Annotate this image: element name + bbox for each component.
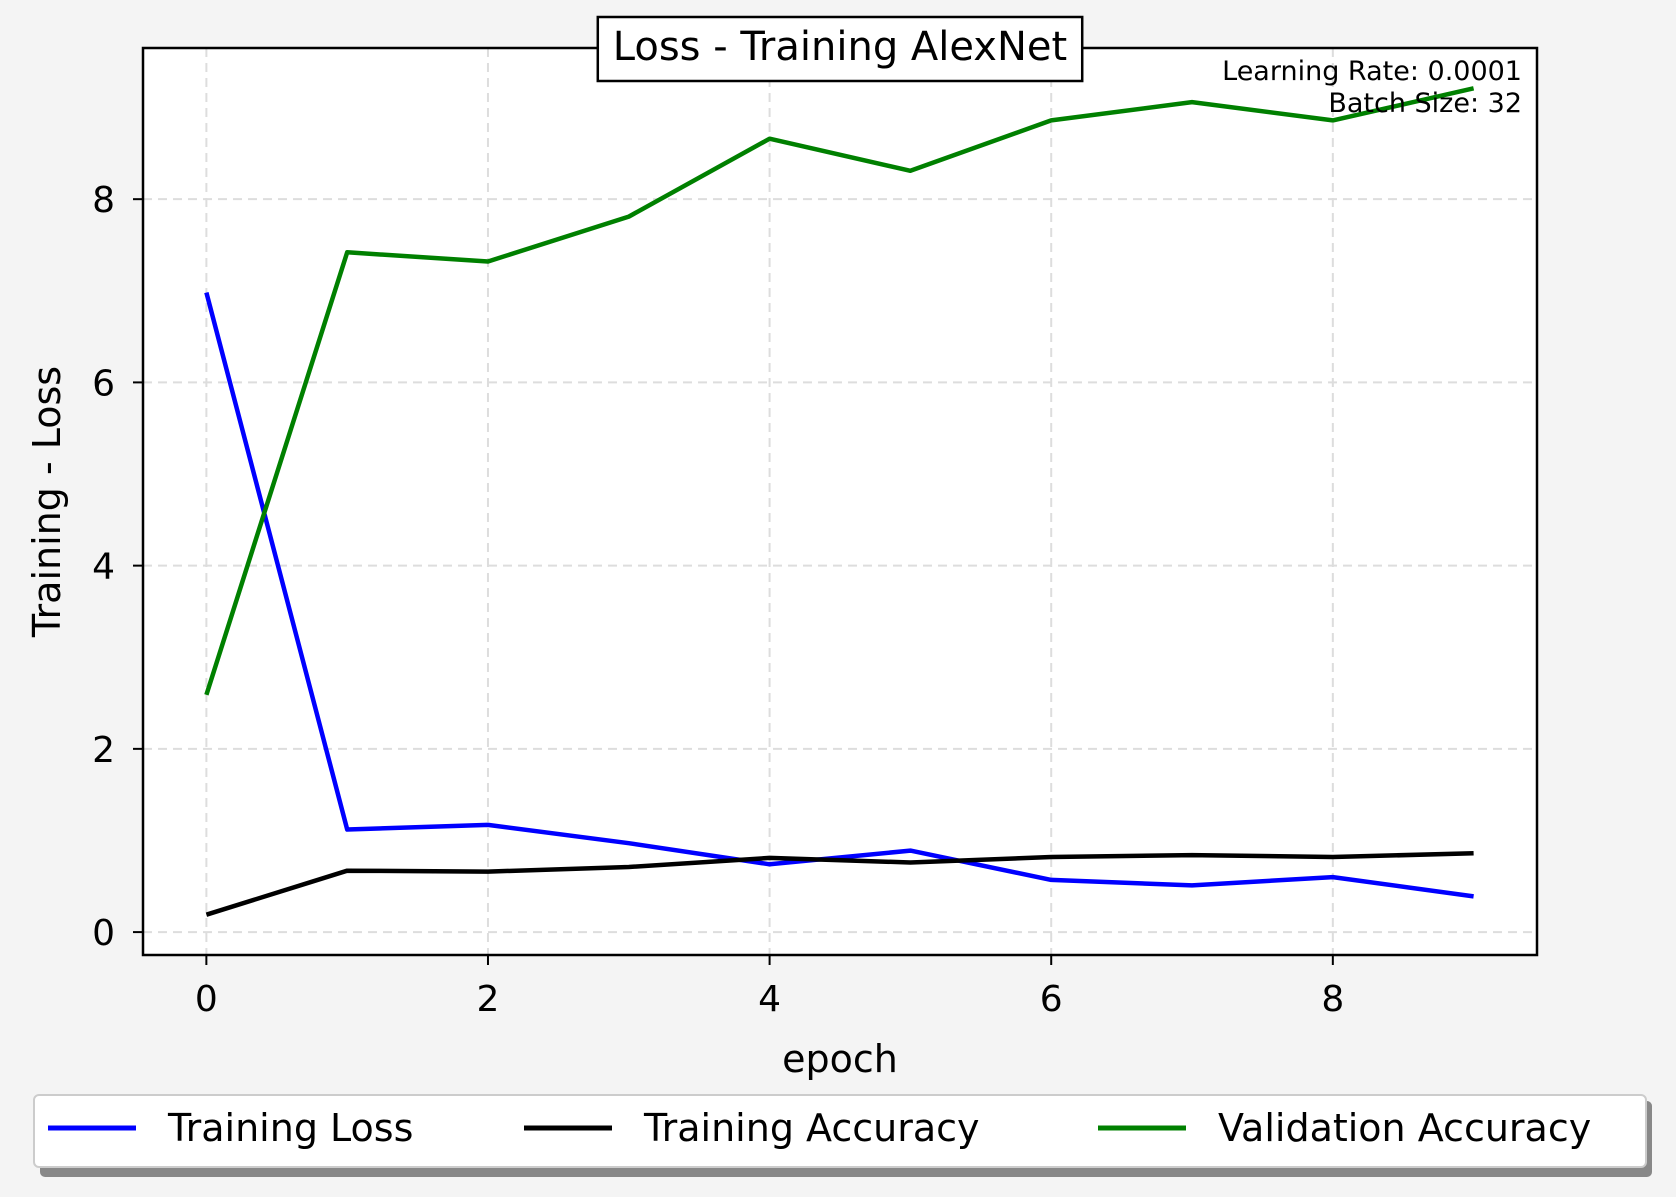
legend-label-validation-accuracy: Validation Accuracy [1218, 1106, 1591, 1150]
legend-label-training-accuracy: Training Accuracy [643, 1106, 980, 1150]
y-tick-label: 0 [92, 913, 115, 954]
legend: Training Loss Training Accuracy Validati… [33, 1094, 1652, 1177]
x-tick-label: 6 [1040, 979, 1063, 1020]
y-tick-label: 4 [92, 547, 115, 588]
x-tick-label: 0 [195, 979, 218, 1020]
title-text: Loss - Training AlexNet [613, 24, 1067, 70]
y-axis-label: Training - Loss [25, 366, 69, 638]
title-box [596, 15, 1084, 83]
legend-label-training-loss: Training Loss [167, 1106, 413, 1150]
chart-title: Loss - Training AlexNet [596, 15, 1084, 83]
y-tick-label: 8 [92, 180, 115, 221]
x-tick-label: 8 [1321, 979, 1344, 1020]
series-line-training-loss [204, 292, 1474, 899]
series-line-validation-accuracy [204, 86, 1475, 696]
learning-rate-annotation: Learning Rate: 0.0001 [1222, 56, 1522, 87]
series-layer [204, 86, 1475, 917]
x-tick-label: 4 [758, 979, 781, 1020]
x-axis-label: epoch [782, 1037, 898, 1081]
x-axis: 0 2 4 6 8 [195, 955, 1344, 1020]
y-axis: 0 2 4 6 8 [92, 180, 143, 954]
y-tick-label: 2 [92, 730, 115, 771]
legend-box [33, 1094, 1647, 1168]
grid-lines [143, 48, 1537, 955]
series-line-training-accuracy [205, 851, 1474, 917]
x-tick-label: 2 [477, 979, 500, 1020]
batch-size-annotation: Batch Size: 32 [1328, 88, 1522, 119]
plot-area [143, 48, 1537, 955]
y-tick-label: 6 [92, 363, 115, 404]
